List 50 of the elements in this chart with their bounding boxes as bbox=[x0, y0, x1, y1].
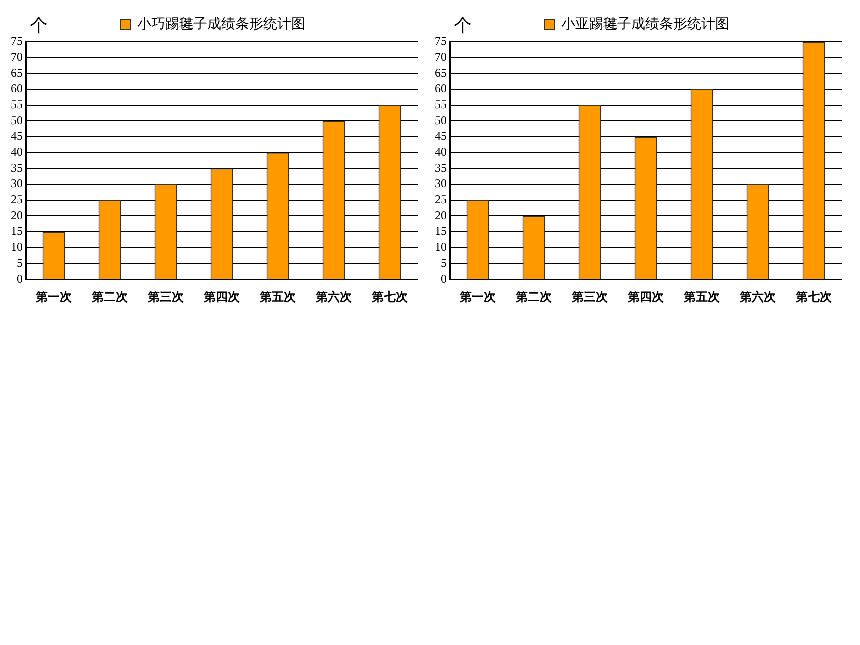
y-tick-label: 75 bbox=[11, 34, 23, 48]
x-tick-label: 第一次 bbox=[35, 290, 73, 304]
y-tick-label: 35 bbox=[11, 160, 23, 175]
y-tick-label: 35 bbox=[435, 160, 447, 175]
y-tick-label: 65 bbox=[435, 66, 447, 80]
x-tick-label: 第三次 bbox=[571, 290, 609, 304]
y-tick-label: 0 bbox=[17, 272, 23, 286]
y-tick-label: 10 bbox=[11, 240, 23, 254]
x-tick-label: 第二次 bbox=[91, 290, 129, 304]
y-tick-label: 5 bbox=[441, 256, 447, 270]
y-tick-label: 40 bbox=[435, 145, 447, 160]
y-tick-label: 20 bbox=[11, 208, 23, 222]
x-tick-label: 第二次 bbox=[515, 290, 553, 304]
x-tick-label: 第六次 bbox=[315, 290, 353, 304]
y-tick-label: 55 bbox=[435, 98, 447, 112]
y-axis-title: 个 bbox=[30, 16, 48, 37]
y-tick-label: 70 bbox=[435, 50, 447, 64]
x-tick-label: 第四次 bbox=[203, 290, 241, 304]
y-tick-label: 0 bbox=[441, 272, 447, 286]
y-tick-label: 20 bbox=[435, 208, 447, 222]
y-tick-label: 30 bbox=[11, 176, 23, 191]
y-tick-label: 60 bbox=[435, 82, 447, 96]
y-tick-label: 55 bbox=[11, 98, 23, 112]
y-axis-title: 个 bbox=[454, 16, 472, 37]
y-tick-label: 25 bbox=[435, 192, 447, 207]
x-tick-label: 第六次 bbox=[739, 290, 777, 304]
y-tick-label: 30 bbox=[435, 176, 447, 191]
y-tick-label: 70 bbox=[11, 50, 23, 64]
y-tick-label: 40 bbox=[11, 145, 23, 160]
y-tick-label: 10 bbox=[435, 240, 447, 254]
y-tick-label: 15 bbox=[11, 224, 23, 238]
y-tick-label: 25 bbox=[11, 192, 23, 207]
y-tick-label: 60 bbox=[11, 82, 23, 96]
y-tick-label: 50 bbox=[435, 113, 447, 128]
x-tick-label: 第七次 bbox=[371, 290, 409, 304]
y-tick-label: 5 bbox=[17, 256, 23, 270]
legend-label: 小亚踢毽子成绩条形统计图 bbox=[562, 16, 730, 33]
y-tick-label: 15 bbox=[435, 224, 447, 238]
y-tick-label: 65 bbox=[11, 66, 23, 80]
y-tick-label: 45 bbox=[435, 129, 447, 144]
y-tick-label: 45 bbox=[11, 129, 23, 144]
y-tick-label: 75 bbox=[435, 34, 447, 48]
y-tick-label: 50 bbox=[11, 113, 23, 128]
x-tick-label: 第七次 bbox=[795, 290, 833, 304]
x-tick-label: 第五次 bbox=[683, 290, 721, 304]
x-tick-label: 第四次 bbox=[627, 290, 665, 304]
legend-label: 小巧踢毽子成绩条形统计图 bbox=[138, 16, 306, 33]
x-tick-label: 第五次 bbox=[259, 290, 297, 304]
x-tick-label: 第一次 bbox=[459, 290, 497, 304]
x-tick-label: 第三次 bbox=[147, 290, 185, 304]
